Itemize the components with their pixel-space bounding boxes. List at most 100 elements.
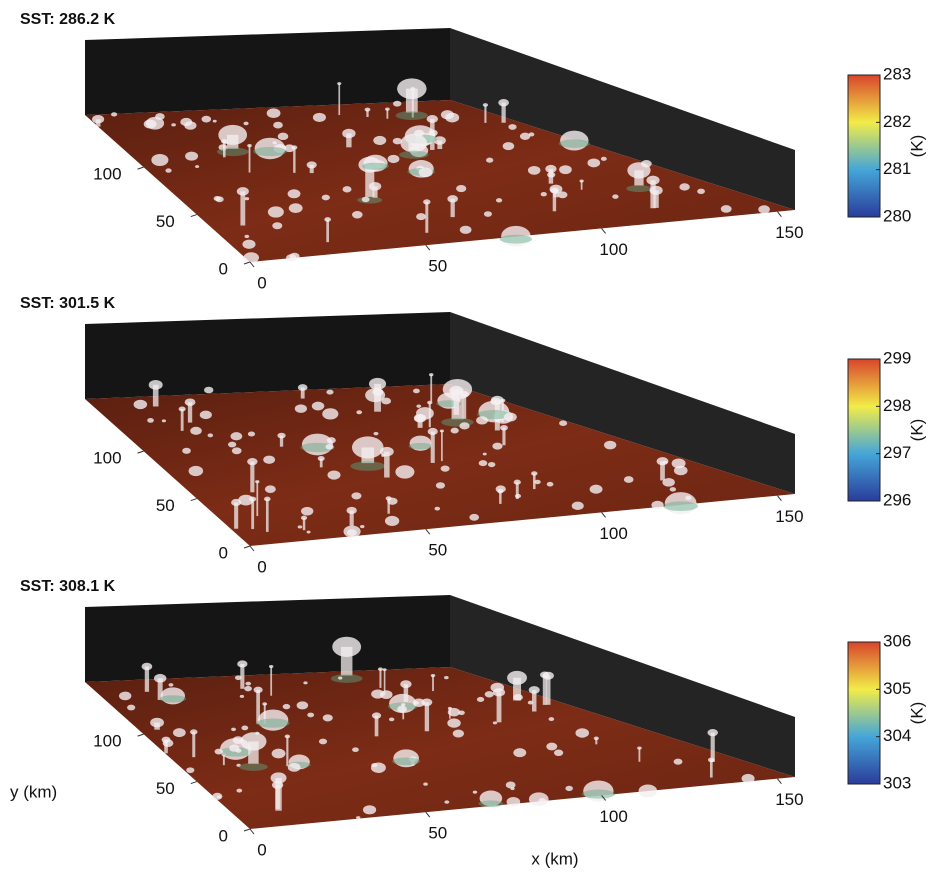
cloud (325, 444, 333, 450)
y-tick (138, 451, 144, 453)
cloud (385, 108, 390, 111)
cloud (267, 108, 281, 118)
y-tick (244, 262, 250, 264)
cloud (150, 718, 164, 728)
cloud (217, 795, 221, 798)
cloud (285, 735, 290, 739)
cloud (373, 136, 386, 145)
cloud (119, 692, 131, 701)
cloud (272, 222, 282, 229)
cloud (448, 708, 460, 717)
cloud (541, 192, 547, 196)
y-tick (138, 167, 144, 169)
cloud (429, 373, 433, 376)
cloud (559, 165, 572, 174)
cloud-shadow (357, 197, 382, 204)
x-tick (426, 245, 430, 250)
x-axis-label: x (km) (531, 849, 578, 868)
cloud (674, 759, 683, 765)
cloud (289, 203, 303, 213)
cloud (189, 466, 204, 476)
y-tick-label: 0 (219, 259, 228, 278)
cloud (149, 380, 163, 390)
cloud-shadow (626, 185, 652, 192)
cloud (190, 729, 198, 734)
cloud-column (192, 732, 195, 757)
cloud (431, 674, 436, 677)
cloud (221, 139, 227, 144)
cloud (492, 443, 502, 450)
panel: 050100150050100x (km)y (km)303304305306(… (10, 595, 926, 868)
cloud (685, 496, 691, 500)
x-tick-label: 0 (257, 273, 266, 292)
cloud-shadow (256, 719, 289, 728)
colorbar-tick-label: 297 (883, 443, 911, 462)
cloud-column (240, 191, 245, 225)
cloud (297, 701, 308, 709)
cloud-column (546, 676, 551, 705)
cloud (637, 746, 642, 749)
cloud-column (181, 409, 184, 431)
cloud (447, 195, 458, 202)
cloud (215, 749, 223, 755)
cloud-shadow (159, 695, 186, 702)
colorbar-tick-label: 281 (883, 159, 911, 178)
cloud (507, 671, 527, 685)
cloud (352, 436, 384, 458)
x-tick-label: 100 (599, 807, 627, 826)
cloud (264, 497, 271, 502)
cloud (529, 686, 540, 694)
cloud (441, 465, 450, 471)
cloud (263, 456, 275, 464)
cloud (351, 492, 361, 499)
cloud (142, 663, 153, 671)
cloud (490, 683, 504, 693)
cloud (612, 194, 618, 198)
cloud (604, 441, 616, 450)
x-tick (426, 812, 430, 817)
cloud-shadow (350, 461, 385, 470)
cloud (301, 516, 307, 520)
cloud-column (432, 676, 434, 692)
x-tick-label: 0 (257, 840, 266, 859)
cloud (373, 432, 378, 436)
cloud (200, 411, 212, 419)
y-tick-label: 100 (93, 449, 121, 468)
colorbar-tick-label: 296 (883, 490, 911, 509)
cloud (303, 681, 307, 684)
cloud (458, 710, 465, 715)
cloud (92, 115, 104, 123)
cloud (182, 448, 191, 454)
panel-title: SST: 286.2 K (20, 11, 116, 28)
cloud (508, 124, 516, 130)
colorbar-tick-label: 306 (883, 631, 911, 650)
cloud (483, 453, 487, 456)
cloud (400, 134, 427, 153)
cloud (528, 166, 541, 175)
colorbar-tick-label: 298 (883, 396, 911, 415)
cloud (244, 235, 249, 238)
cloud (365, 108, 371, 112)
cloud-shadow (239, 763, 268, 771)
cloud (579, 179, 583, 182)
cloud (427, 401, 432, 405)
cloud (360, 525, 364, 528)
cloud (288, 189, 301, 198)
cloud-column (266, 499, 269, 532)
cloud (254, 687, 263, 693)
y-tick (244, 546, 250, 548)
cloud (486, 158, 493, 163)
cloud (385, 516, 399, 526)
cloud (534, 480, 540, 485)
cloud (401, 703, 405, 706)
cloud (485, 691, 494, 697)
cloud-column (463, 394, 467, 419)
cloud (427, 115, 438, 123)
cloud (549, 717, 555, 721)
cloud (271, 772, 287, 783)
cloud (247, 458, 257, 465)
panel-title: SST: 308.1 K (20, 578, 116, 595)
cloud (312, 402, 325, 411)
cloud-column (234, 502, 238, 528)
cloud (601, 157, 607, 161)
